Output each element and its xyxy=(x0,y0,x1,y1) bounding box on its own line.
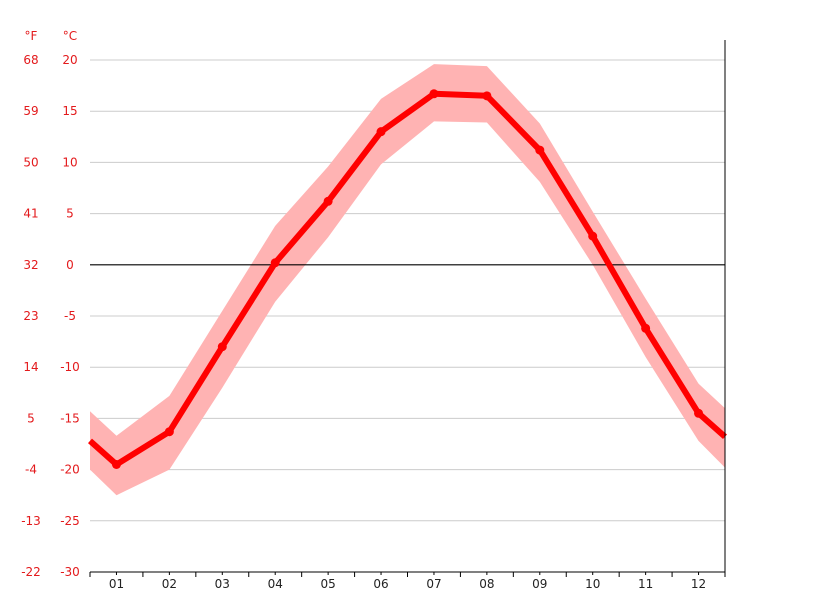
x-tick-label-10: 10 xyxy=(585,577,600,591)
y-tick-celsius: 20 xyxy=(62,53,77,67)
y-tick-celsius: -10 xyxy=(60,360,80,374)
y-tick-celsius: -20 xyxy=(60,463,80,477)
axis-labels: °F °C 206815591050541032-523-1014-155-20… xyxy=(21,29,706,591)
y-tick-fahrenheit: 5 xyxy=(27,411,35,425)
data-point-02 xyxy=(164,427,174,437)
x-tick-label-04: 04 xyxy=(268,577,283,591)
y-tick-fahrenheit: -13 xyxy=(21,514,41,528)
data-point-10 xyxy=(588,231,598,241)
axes xyxy=(89,40,726,577)
data-point-03 xyxy=(217,342,227,352)
y-tick-fahrenheit: 23 xyxy=(23,309,38,323)
x-tick-label-07: 07 xyxy=(426,577,441,591)
y-tick-fahrenheit: -22 xyxy=(21,565,41,579)
x-tick-label-02: 02 xyxy=(162,577,177,591)
data-point-11 xyxy=(641,323,651,333)
x-tick-label-06: 06 xyxy=(373,577,388,591)
y-tick-celsius: 15 xyxy=(62,104,77,118)
temperature-range-band xyxy=(90,64,725,496)
y-tick-fahrenheit: 32 xyxy=(23,258,38,272)
y-tick-fahrenheit: -4 xyxy=(25,463,37,477)
data-point-06 xyxy=(376,127,386,137)
y-tick-fahrenheit: 14 xyxy=(23,360,38,374)
y-tick-celsius: -5 xyxy=(64,309,76,323)
data-points xyxy=(111,89,704,469)
x-tick-label-03: 03 xyxy=(215,577,230,591)
y-tick-fahrenheit: 68 xyxy=(23,53,38,67)
data-point-04 xyxy=(270,258,280,268)
data-point-12 xyxy=(694,408,704,418)
x-tick-label-09: 09 xyxy=(532,577,547,591)
data-point-08 xyxy=(482,91,492,101)
y-tick-fahrenheit: 41 xyxy=(23,207,38,221)
data-point-01 xyxy=(111,459,121,469)
y-tick-celsius: -25 xyxy=(60,514,80,528)
y-tick-celsius: -30 xyxy=(60,565,80,579)
x-tick-label-12: 12 xyxy=(691,577,706,591)
celsius-unit-label: °C xyxy=(63,29,77,43)
y-tick-celsius: 10 xyxy=(62,155,77,169)
y-tick-celsius: -15 xyxy=(60,411,80,425)
y-tick-celsius: 0 xyxy=(66,258,74,272)
fahrenheit-unit-label: °F xyxy=(25,29,38,43)
mean-line-path xyxy=(88,90,727,468)
mean-temperature-line xyxy=(88,90,727,468)
x-tick-label-05: 05 xyxy=(320,577,335,591)
y-tick-fahrenheit: 50 xyxy=(23,155,38,169)
x-tick-label-11: 11 xyxy=(638,577,653,591)
x-tick-label-08: 08 xyxy=(479,577,494,591)
data-point-09 xyxy=(535,145,545,155)
temperature-range-area xyxy=(90,64,725,496)
data-point-07 xyxy=(429,89,439,99)
y-tick-celsius: 5 xyxy=(66,207,74,221)
x-tick-label-01: 01 xyxy=(109,577,124,591)
y-tick-fahrenheit: 59 xyxy=(23,104,38,118)
data-point-05 xyxy=(323,196,333,206)
